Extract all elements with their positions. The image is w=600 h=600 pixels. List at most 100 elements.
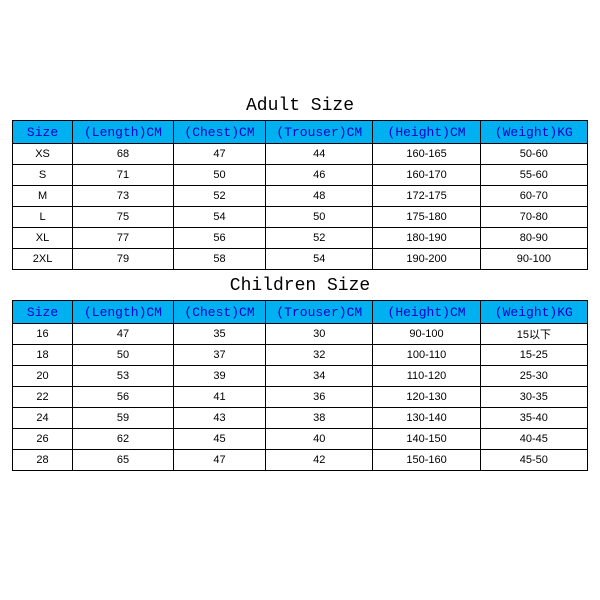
table-cell: 140-150 <box>373 429 480 450</box>
table-cell: 45 <box>173 429 265 450</box>
table-cell: 16 <box>13 324 73 345</box>
table-cell: 190-200 <box>373 249 480 270</box>
table-cell: 39 <box>173 366 265 387</box>
table-row: 22564136120-13030-35 <box>13 387 588 408</box>
table-cell: 37 <box>173 345 265 366</box>
table-row: 28654742150-16045-50 <box>13 450 588 471</box>
table-cell: 41 <box>173 387 265 408</box>
table-cell: 56 <box>173 228 265 249</box>
table-cell: 50 <box>266 207 373 228</box>
table-cell: 58 <box>173 249 265 270</box>
table-cell: 47 <box>173 144 265 165</box>
table-cell: 45-50 <box>480 450 587 471</box>
table-cell: 50 <box>173 165 265 186</box>
col-weight: (Weight)KG <box>480 121 587 144</box>
table-cell: 48 <box>266 186 373 207</box>
table-cell: 47 <box>173 450 265 471</box>
table-cell: 38 <box>266 408 373 429</box>
table-cell: 47 <box>73 324 174 345</box>
table-cell: L <box>13 207 73 228</box>
table-cell: 70-80 <box>480 207 587 228</box>
table-row: 26624540140-15040-45 <box>13 429 588 450</box>
col-chest: (Chest)CM <box>173 121 265 144</box>
table-cell: 60-70 <box>480 186 587 207</box>
table-cell: 172-175 <box>373 186 480 207</box>
children-header-row: Size (Length)CM (Chest)CM (Trouser)CM (H… <box>13 301 588 324</box>
table-cell: XL <box>13 228 73 249</box>
table-cell: 79 <box>73 249 174 270</box>
col-length: (Length)CM <box>73 121 174 144</box>
table-cell: 150-160 <box>373 450 480 471</box>
adult-size-title: Adult Size <box>12 90 588 120</box>
table-row: S715046160-17055-60 <box>13 165 588 186</box>
table-cell: 15-25 <box>480 345 587 366</box>
table-cell: 52 <box>173 186 265 207</box>
table-row: M735248172-17560-70 <box>13 186 588 207</box>
table-cell: 100-110 <box>373 345 480 366</box>
table-cell: 20 <box>13 366 73 387</box>
children-size-table: Size (Length)CM (Chest)CM (Trouser)CM (H… <box>12 300 588 471</box>
size-chart-sheet: Adult Size Size (Length)CM (Chest)CM (Tr… <box>12 90 588 471</box>
table-cell: 90-100 <box>373 324 480 345</box>
table-cell: M <box>13 186 73 207</box>
col-trouser: (Trouser)CM <box>266 121 373 144</box>
adult-header-row: Size (Length)CM (Chest)CM (Trouser)CM (H… <box>13 121 588 144</box>
table-cell: 90-100 <box>480 249 587 270</box>
table-cell: 73 <box>73 186 174 207</box>
table-row: L755450175-18070-80 <box>13 207 588 228</box>
table-cell: 50-60 <box>480 144 587 165</box>
col-height: (Height)CM <box>373 121 480 144</box>
table-cell: 26 <box>13 429 73 450</box>
table-cell: 43 <box>173 408 265 429</box>
table-cell: 44 <box>266 144 373 165</box>
table-cell: 120-130 <box>373 387 480 408</box>
table-cell: 36 <box>266 387 373 408</box>
adult-size-table: Size (Length)CM (Chest)CM (Trouser)CM (H… <box>12 120 588 270</box>
table-cell: 56 <box>73 387 174 408</box>
table-cell: 75 <box>73 207 174 228</box>
table-cell: 40 <box>266 429 373 450</box>
table-cell: 34 <box>266 366 373 387</box>
table-cell: 2XL <box>13 249 73 270</box>
table-cell: 80-90 <box>480 228 587 249</box>
table-cell: 59 <box>73 408 174 429</box>
table-cell: 32 <box>266 345 373 366</box>
table-row: XL775652180-19080-90 <box>13 228 588 249</box>
table-row: XS684744160-16550-60 <box>13 144 588 165</box>
table-cell: 53 <box>73 366 174 387</box>
table-cell: 160-170 <box>373 165 480 186</box>
table-cell: 130-140 <box>373 408 480 429</box>
col-trouser: (Trouser)CM <box>266 301 373 324</box>
children-size-title: Children Size <box>12 270 588 300</box>
table-cell: 22 <box>13 387 73 408</box>
table-cell: 110-120 <box>373 366 480 387</box>
table-cell: 160-165 <box>373 144 480 165</box>
table-cell: 42 <box>266 450 373 471</box>
table-row: 2XL795854190-20090-100 <box>13 249 588 270</box>
table-cell: 55-60 <box>480 165 587 186</box>
table-cell: 54 <box>266 249 373 270</box>
table-cell: 30-35 <box>480 387 587 408</box>
table-cell: 40-45 <box>480 429 587 450</box>
table-cell: 35-40 <box>480 408 587 429</box>
table-cell: S <box>13 165 73 186</box>
table-cell: 30 <box>266 324 373 345</box>
table-cell: 50 <box>73 345 174 366</box>
table-row: 18503732100-11015-25 <box>13 345 588 366</box>
table-cell: 54 <box>173 207 265 228</box>
table-row: 20533934110-12025-30 <box>13 366 588 387</box>
table-row: 1647353090-10015以下 <box>13 324 588 345</box>
col-chest: (Chest)CM <box>173 301 265 324</box>
table-cell: 77 <box>73 228 174 249</box>
col-height: (Height)CM <box>373 301 480 324</box>
table-cell: 46 <box>266 165 373 186</box>
col-weight: (Weight)KG <box>480 301 587 324</box>
table-cell: 52 <box>266 228 373 249</box>
col-length: (Length)CM <box>73 301 174 324</box>
table-cell: 35 <box>173 324 265 345</box>
table-cell: 68 <box>73 144 174 165</box>
table-row: 24594338130-14035-40 <box>13 408 588 429</box>
table-cell: 71 <box>73 165 174 186</box>
col-size: Size <box>13 301 73 324</box>
table-cell: 65 <box>73 450 174 471</box>
